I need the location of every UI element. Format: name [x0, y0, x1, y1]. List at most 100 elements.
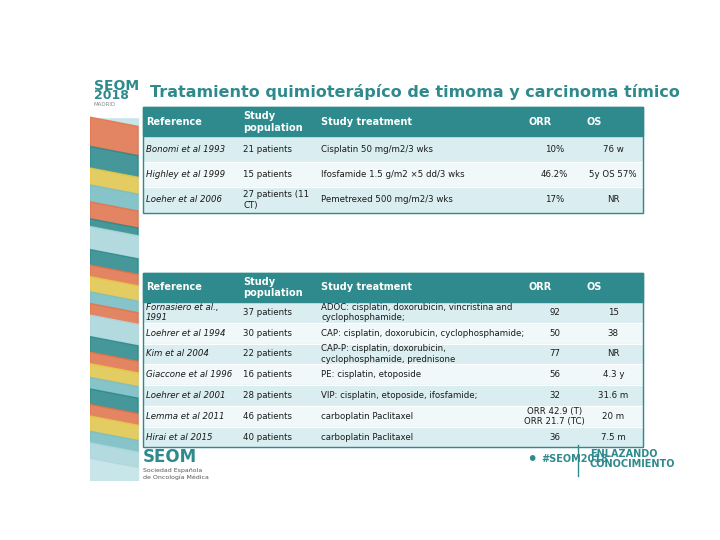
Polygon shape [90, 303, 138, 325]
Text: ADOC: cisplatin, doxorubicin, vincristina and
cyclophosphamide;: ADOC: cisplatin, doxorubicin, vincristin… [321, 302, 513, 322]
Text: VIP: cisplatin, etoposide, ifosfamide;: VIP: cisplatin, etoposide, ifosfamide; [321, 391, 477, 400]
Polygon shape [90, 276, 138, 301]
Polygon shape [90, 249, 138, 274]
Polygon shape [90, 315, 138, 346]
Bar [143, 385, 644, 406]
Text: ENLAZANDO: ENLAZANDO [590, 449, 657, 458]
Text: Study treatment: Study treatment [321, 282, 412, 292]
Text: 40 patients: 40 patients [243, 433, 292, 442]
Text: ORR: ORR [528, 117, 552, 127]
Text: NR: NR [607, 195, 620, 205]
Text: Study treatment: Study treatment [321, 117, 412, 127]
Text: 38: 38 [608, 329, 618, 338]
Text: Fornasiero et al.,
1991: Fornasiero et al., 1991 [145, 302, 218, 322]
Text: 50: 50 [549, 329, 560, 338]
Text: 46 patients: 46 patients [243, 412, 292, 421]
Polygon shape [90, 336, 138, 361]
Text: NR: NR [607, 349, 620, 359]
Text: 10%: 10% [545, 145, 564, 153]
Text: 21 patients: 21 patients [243, 145, 292, 153]
Polygon shape [90, 377, 138, 398]
Bar [90, 65, 138, 481]
Text: Loehrer et al 1994: Loehrer et al 1994 [145, 329, 225, 338]
Text: Study
population: Study population [243, 111, 303, 133]
Polygon shape [90, 185, 138, 211]
Bar [143, 302, 644, 323]
Polygon shape [90, 202, 138, 228]
Text: 30 patients: 30 patients [243, 329, 292, 338]
Text: CAP-P: cisplatin, doxorubicin,
cyclophosphamide, prednisone: CAP-P: cisplatin, doxorubicin, cyclophos… [321, 344, 456, 363]
Text: Kim et al 2004: Kim et al 2004 [145, 349, 209, 359]
Text: Highley et al 1999: Highley et al 1999 [145, 170, 225, 179]
Bar [143, 427, 644, 448]
Polygon shape [90, 443, 138, 468]
Polygon shape [90, 404, 138, 425]
Text: 76 w: 76 w [603, 145, 624, 153]
Text: Cisplatin 50 mg/m2/3 wks: Cisplatin 50 mg/m2/3 wks [321, 145, 433, 153]
Text: OS: OS [586, 117, 602, 127]
Text: ORR: ORR [528, 282, 552, 292]
Text: #SEOM2018: #SEOM2018 [541, 454, 608, 464]
Bar [90, 65, 145, 117]
Text: PE: cisplatin, etoposide: PE: cisplatin, etoposide [321, 370, 421, 379]
Polygon shape [90, 431, 138, 452]
Text: 92: 92 [549, 308, 560, 317]
Text: Loeher et al 2006: Loeher et al 2006 [145, 195, 222, 205]
Bar [143, 343, 644, 364]
Text: carboplatin Paclitaxel: carboplatin Paclitaxel [321, 433, 413, 442]
Text: Bonomi et al 1993: Bonomi et al 1993 [145, 145, 225, 153]
Text: Reference: Reference [145, 282, 202, 292]
Text: Pemetrexed 500 mg/m2/3 wks: Pemetrexed 500 mg/m2/3 wks [321, 195, 453, 205]
Text: CONOCIMIENTO: CONOCIMIENTO [590, 460, 675, 469]
Text: 7.5 m: 7.5 m [601, 433, 626, 442]
Text: carboplatin Paclitaxel: carboplatin Paclitaxel [321, 412, 413, 421]
Text: Hirai et al 2015: Hirai et al 2015 [145, 433, 212, 442]
Text: 16 patients: 16 patients [243, 370, 292, 379]
Bar [143, 273, 644, 302]
Text: ORR 42.9 (T)
ORR 21.7 (TC): ORR 42.9 (T) ORR 21.7 (TC) [524, 407, 585, 426]
Text: Sociedad Española
de Oncología Médica: Sociedad Española de Oncología Médica [143, 468, 209, 480]
Text: 56: 56 [549, 370, 560, 379]
Bar [143, 323, 644, 343]
Bar [143, 273, 644, 448]
Text: 22 patients: 22 patients [243, 349, 292, 359]
Text: Study
population: Study population [243, 276, 303, 298]
Polygon shape [90, 219, 138, 236]
Text: Giaccone et al 1996: Giaccone et al 1996 [145, 370, 232, 379]
Text: •: • [526, 449, 537, 469]
Polygon shape [90, 292, 138, 313]
Text: Reference: Reference [145, 117, 202, 127]
Text: Ifosfamide 1.5 g/m2 ×5 dd/3 wks: Ifosfamide 1.5 g/m2 ×5 dd/3 wks [321, 170, 464, 179]
Polygon shape [90, 389, 138, 414]
Bar [143, 162, 644, 187]
Text: 31.6 m: 31.6 m [598, 391, 629, 400]
Text: 15 patients: 15 patients [243, 170, 292, 179]
Polygon shape [90, 265, 138, 286]
Text: 4.3 y: 4.3 y [603, 370, 624, 379]
Text: SEOM: SEOM [94, 79, 139, 93]
Text: 5y OS 57%: 5y OS 57% [590, 170, 637, 179]
Text: 32: 32 [549, 391, 560, 400]
Text: OS: OS [586, 282, 602, 292]
Polygon shape [90, 226, 138, 259]
Bar [143, 107, 644, 137]
Text: 36: 36 [549, 433, 560, 442]
Bar [143, 187, 644, 213]
Text: 2018: 2018 [94, 90, 129, 103]
Polygon shape [90, 146, 138, 177]
Bar [143, 107, 644, 213]
Text: 27 patients (11
CT): 27 patients (11 CT) [243, 190, 310, 210]
Bar [143, 364, 644, 385]
Text: Lemma et al 2011: Lemma et al 2011 [145, 412, 225, 421]
Polygon shape [90, 363, 138, 387]
Bar [143, 137, 644, 162]
Text: CAP: cisplatin, doxorubicin, cyclophosphamide;: CAP: cisplatin, doxorubicin, cyclophosph… [321, 329, 524, 338]
Text: 77: 77 [549, 349, 560, 359]
Text: 20 m: 20 m [602, 412, 624, 421]
Text: Loehrer et al 2001: Loehrer et al 2001 [145, 391, 225, 400]
Text: 37 patients: 37 patients [243, 308, 292, 317]
Bar [143, 406, 644, 427]
Polygon shape [90, 168, 138, 194]
Text: 15: 15 [608, 308, 618, 317]
Polygon shape [90, 352, 138, 373]
